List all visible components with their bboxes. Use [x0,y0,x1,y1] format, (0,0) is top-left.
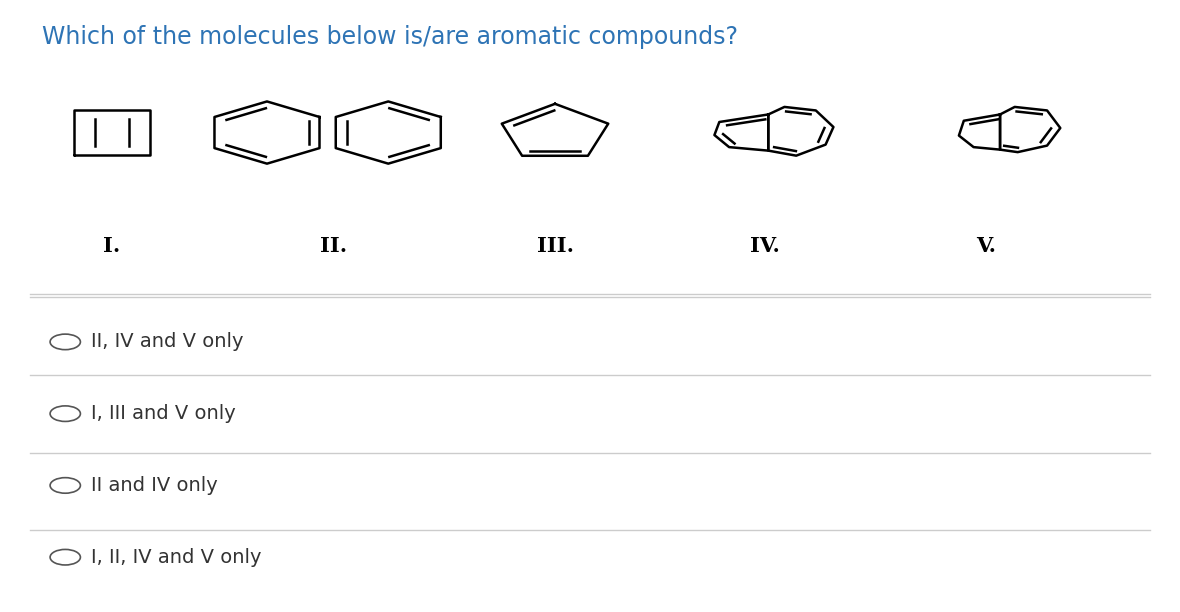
Text: Which of the molecules below is/are aromatic compounds?: Which of the molecules below is/are arom… [42,25,738,49]
Text: I, II, IV and V only: I, II, IV and V only [91,548,262,567]
Text: I, III and V only: I, III and V only [91,404,236,423]
Text: V.: V. [977,236,996,256]
Text: III.: III. [537,236,573,256]
Text: II.: II. [320,236,347,256]
Text: I.: I. [104,236,120,256]
Text: IV.: IV. [750,236,780,256]
Text: II, IV and V only: II, IV and V only [91,332,243,351]
Text: II and IV only: II and IV only [91,476,217,495]
